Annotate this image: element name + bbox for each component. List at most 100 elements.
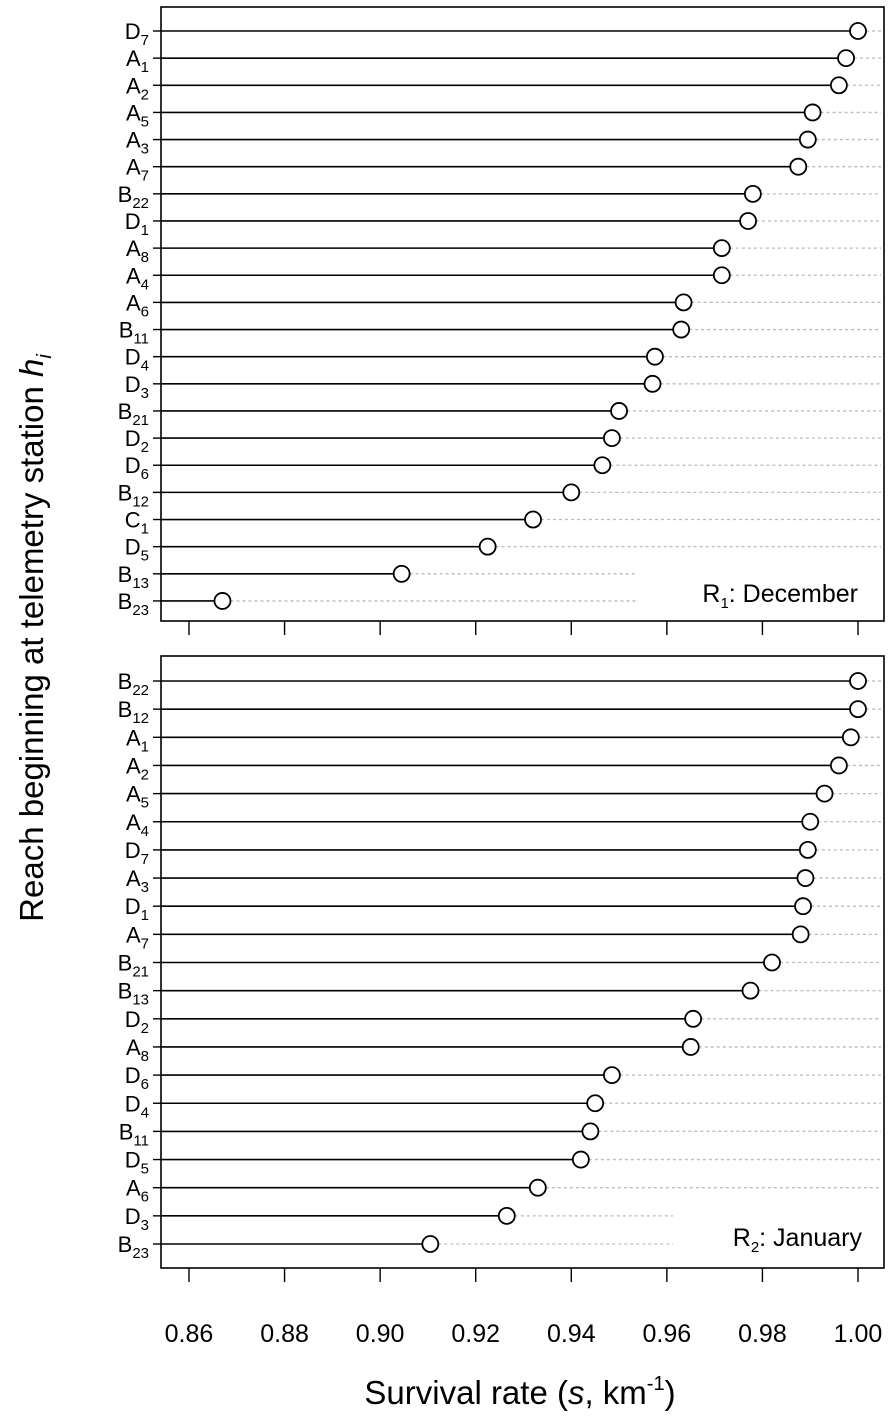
panels-layer: D7A1A2A5A3A7B22D1A8A4A6B11D4D3B21D2D6B12… — [118, 6, 885, 1282]
reach-label-A1: A1 — [126, 46, 149, 76]
reach-point-D5 — [478, 537, 497, 556]
reach-point-D4 — [646, 347, 664, 366]
reach-label-A5: A5 — [126, 782, 149, 812]
reach-label-D1: D1 — [125, 894, 149, 924]
reach-label-A3: A3 — [126, 866, 149, 896]
reach-label-B23: B23 — [118, 1232, 149, 1262]
reach-point-A1 — [841, 728, 860, 747]
panel-label-1: R1: December — [702, 580, 858, 612]
reach-label-D4: D4 — [125, 345, 149, 375]
reach-label-B13: B13 — [118, 562, 149, 592]
reach-label-D3: D3 — [125, 372, 149, 402]
x-tick-label: 0.94 — [547, 1320, 596, 1348]
panel-1: D7A1A2A5A3A7B22D1A8A4A6B11D4D3B21D2D6B12… — [118, 6, 885, 635]
reach-label-A2: A2 — [126, 73, 149, 103]
reach-point-B22 — [743, 184, 762, 203]
x-tick-label: 0.90 — [356, 1320, 405, 1348]
reach-point-A7 — [789, 157, 808, 176]
reach-label-B21: B21 — [118, 399, 149, 429]
x-tick-label: 0.98 — [738, 1320, 787, 1348]
x-axis-title: Survival rate (s, km-1) — [364, 1373, 675, 1411]
reach-point-A4 — [801, 812, 820, 831]
panel-label-2: R2: January — [733, 1224, 863, 1256]
reach-point-B22 — [849, 672, 867, 690]
x-tick-label: 1.00 — [834, 1320, 883, 1348]
reach-point-B13 — [392, 564, 411, 583]
panel-frame — [160, 6, 885, 622]
reach-point-A6 — [674, 293, 693, 312]
reach-point-A4 — [712, 266, 731, 285]
reach-point-D7 — [798, 841, 817, 859]
reach-point-D1 — [794, 897, 812, 916]
reach-point-D7 — [849, 22, 867, 40]
reach-point-A6 — [528, 1178, 547, 1197]
reach-point-A5 — [803, 103, 822, 122]
reach-point-B21 — [610, 402, 628, 420]
reach-label-A2: A2 — [126, 753, 149, 783]
reach-label-D6: D6 — [125, 453, 149, 483]
reach-label-D5: D5 — [125, 535, 149, 565]
reach-point-A2 — [829, 756, 848, 775]
reach-label-B22: B22 — [118, 182, 149, 212]
reach-point-D2 — [603, 429, 621, 448]
reach-label-B21: B21 — [118, 951, 149, 981]
axis-titles: Survival rate (s, km-1) Reach beginning a… — [13, 354, 676, 1411]
reach-label-A6: A6 — [126, 290, 149, 320]
reach-point-A1 — [837, 49, 855, 68]
reach-point-B11 — [581, 1122, 600, 1141]
reach-label-B12: B12 — [118, 697, 149, 727]
reach-point-B21 — [763, 953, 781, 972]
reach-point-A7 — [791, 925, 810, 944]
reach-label-D7: D7 — [125, 838, 149, 868]
reach-label-D3: D3 — [125, 1204, 149, 1234]
reach-label-D7: D7 — [125, 19, 149, 49]
reach-point-D3 — [497, 1206, 516, 1225]
reach-label-A8: A8 — [126, 236, 149, 266]
reach-label-D6: D6 — [125, 1063, 149, 1093]
reach-point-B11 — [672, 320, 691, 339]
reach-point-D3 — [643, 374, 662, 393]
x-tick-label: 0.92 — [451, 1320, 500, 1348]
x-tick-label: 0.86 — [165, 1320, 214, 1348]
x-tick-label: 0.96 — [643, 1320, 692, 1348]
reach-point-B12 — [849, 700, 867, 719]
reach-label-D4: D4 — [125, 1091, 149, 1121]
reach-label-B11: B11 — [119, 318, 149, 348]
y-axis-title: Reach beginning at telemetry station hi — [13, 354, 56, 922]
reach-label-A1: A1 — [126, 725, 149, 755]
reach-label-B11: B11 — [119, 1119, 149, 1149]
x-tick-label: 0.88 — [260, 1320, 309, 1348]
reach-point-D2 — [684, 1009, 703, 1028]
reach-point-A8 — [712, 239, 731, 258]
reach-point-B23 — [213, 592, 232, 610]
reach-label-A3: A3 — [126, 128, 149, 158]
reach-label-B12: B12 — [118, 480, 149, 510]
reach-point-D6 — [593, 456, 612, 475]
reach-point-D4 — [586, 1094, 605, 1113]
reach-point-A5 — [815, 784, 834, 803]
reach-label-B22: B22 — [118, 669, 149, 699]
reach-label-A6: A6 — [126, 1176, 149, 1206]
reach-label-A8: A8 — [126, 1035, 149, 1065]
reach-point-D6 — [603, 1066, 621, 1084]
reach-point-A3 — [798, 130, 817, 149]
reach-point-D5 — [571, 1150, 590, 1169]
reach-label-A7: A7 — [126, 922, 149, 952]
reach-label-D2: D2 — [125, 1007, 149, 1037]
reach-label-A4: A4 — [126, 810, 149, 840]
reach-label-D5: D5 — [125, 1148, 149, 1178]
reach-point-B13 — [741, 981, 760, 1000]
reach-point-A3 — [796, 869, 815, 887]
reach-label-A4: A4 — [126, 263, 149, 293]
panel-2: B22B12A1A2A5A4D7A3D1A7B21B13D2A8D6D4B11D… — [118, 655, 885, 1282]
reach-point-B12 — [562, 483, 581, 502]
reach-point-B23 — [421, 1235, 440, 1253]
reach-point-C1 — [524, 510, 542, 529]
x-axis: 0.86 0.88 0.90 0.92 0.94 0.96 0.98 1.00 — [165, 1320, 883, 1348]
reach-label-D1: D1 — [125, 209, 149, 239]
reach-label-D2: D2 — [125, 426, 149, 456]
reach-point-A8 — [681, 1038, 700, 1056]
reach-point-D1 — [739, 212, 757, 230]
